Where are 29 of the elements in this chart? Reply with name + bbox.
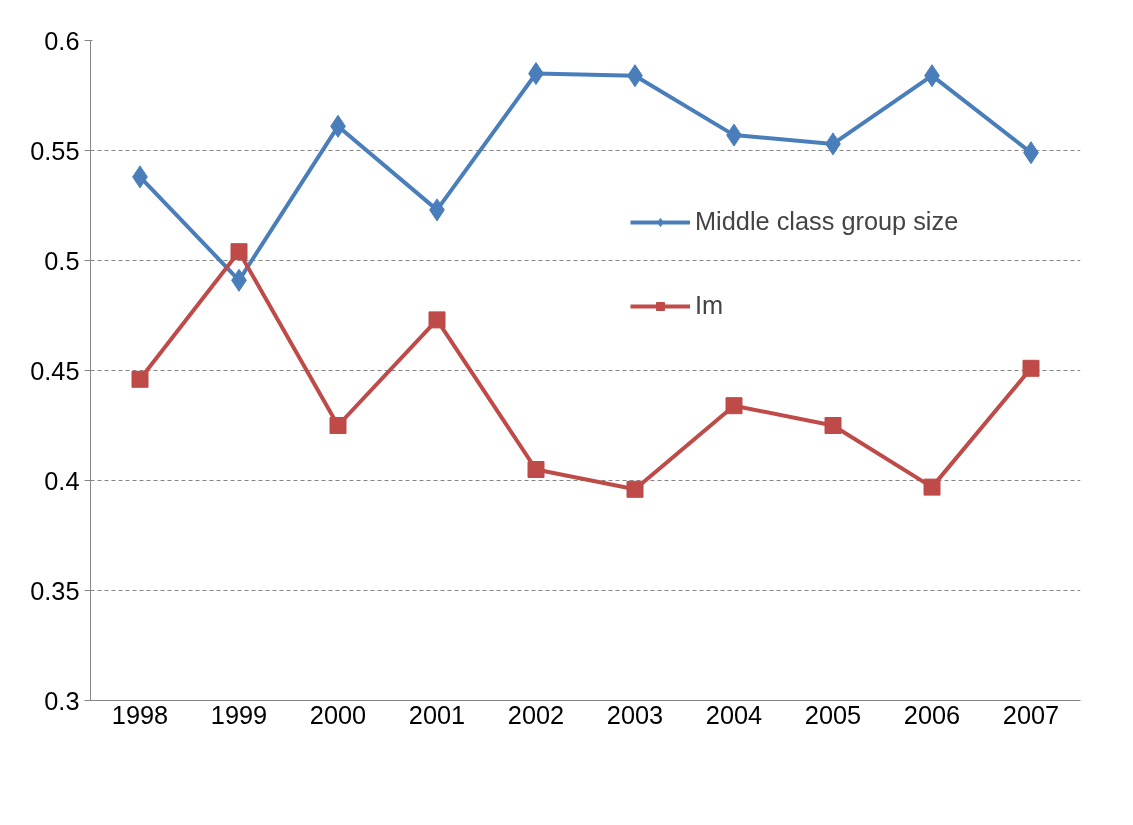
y-tick-label: 0.3 [44,686,80,715]
point [230,243,248,261]
point [923,478,941,496]
point [329,417,347,434]
point [131,370,149,388]
y-tick-label: 0.35 [30,576,80,605]
point [428,311,446,329]
point [527,461,545,478]
x-tick-label: 2000 [309,700,367,729]
y-tick-label: 0.5 [44,246,80,275]
point [824,417,842,434]
x-tick-label: 2001 [408,700,466,729]
x-tick-label: 2005 [804,700,862,729]
x-tick-label: 2003 [606,700,664,729]
x-tick-label: 1999 [210,700,268,729]
point [626,480,644,498]
y-tick-label: 0.45 [30,356,80,385]
x-tick-label: 2007 [1002,700,1060,729]
point [1022,359,1040,377]
legend-label: Im [695,291,724,320]
y-tick-label: 0.4 [44,466,80,495]
point [725,397,743,415]
x-tick-label: 2004 [705,700,763,729]
x-tick-label: 2002 [507,700,565,729]
x-tick-label: 2006 [903,700,961,729]
legend-label: Middle class group size [695,207,959,236]
y-tick-label: 0.55 [30,136,80,165]
x-tick-label: 1998 [111,700,169,729]
y-tick-label: 0.6 [44,26,80,55]
